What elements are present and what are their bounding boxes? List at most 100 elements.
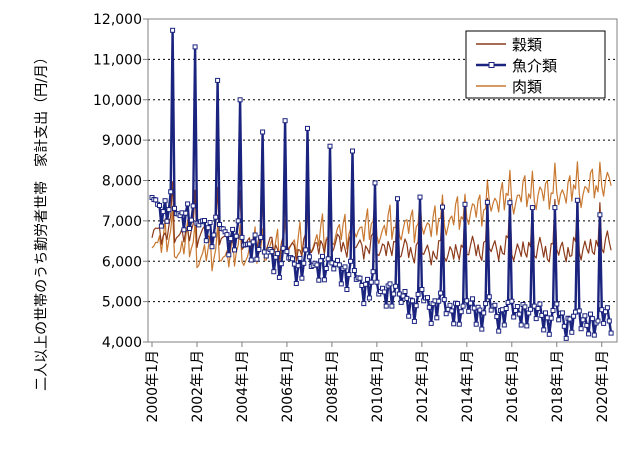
data-point [335,257,340,263]
data-point [280,245,286,251]
x-tick-label: 2016年1月 [505,350,521,423]
data-point [524,323,530,329]
data-point [230,226,236,232]
data-point [365,276,370,282]
data-point [295,263,301,269]
data-point [413,303,419,309]
x-tick-label: 2004年1月 [235,350,251,423]
data-point [263,253,269,259]
data-point [157,203,162,208]
data-point [166,207,172,213]
data-point [374,279,380,285]
data-point [462,201,468,207]
y-tick-label: 10,000 [93,93,142,109]
data-point [183,210,189,216]
data-point [470,296,475,302]
data-point [518,322,524,328]
x-tick-label: 2018年1月 [550,350,566,423]
data-point [323,266,329,271]
data-point [318,258,324,264]
data-point [537,301,543,307]
data-point [351,268,357,273]
data-point [299,275,305,281]
data-point [458,309,464,315]
data-point [228,236,234,242]
data-point [185,201,191,207]
data-point [561,323,567,329]
data-point [168,189,174,195]
data-point [574,197,580,203]
data-point [381,289,387,295]
data-point [410,298,415,304]
data-point [188,217,194,223]
data-point [269,249,275,255]
data-point [284,249,290,255]
data-point [436,298,442,304]
x-tick-label: 2020年1月 [595,350,611,423]
data-point [550,308,556,313]
data-point [346,272,352,278]
data-point [276,274,282,280]
data-point [411,318,417,324]
data-point [447,302,453,308]
data-point [370,269,376,275]
data-point [271,269,277,275]
x-tick-label: 2008年1月 [325,350,341,423]
data-point [494,314,500,320]
data-point [460,303,466,309]
data-point [336,262,342,268]
legend-label: 魚介類 [512,57,557,75]
data-point [402,289,408,294]
data-point [303,247,309,253]
x-tick-label: 2002年1月 [190,350,206,423]
y-tick-label: 4,000 [102,335,142,351]
plot-frame [147,18,618,343]
data-point [533,316,539,322]
data-point [543,310,548,316]
data-point [275,251,281,257]
data-point [348,258,354,264]
data-point [484,199,490,205]
data-point [595,318,601,324]
data-point [501,322,507,328]
data-point [207,220,213,225]
data-point [250,239,256,245]
data-point [541,327,547,333]
x-tick-label: 2012年1月 [415,350,431,423]
series-line [151,161,612,272]
data-point [507,200,513,206]
y-tick-label: 6,000 [102,254,142,270]
data-point [571,313,577,319]
data-point [389,303,395,309]
y-tick-label: 9,000 [102,133,142,149]
data-point [426,304,432,310]
data-point [187,226,192,231]
x-tick-label: 2014年1月 [460,350,476,423]
data-point [455,301,460,307]
data-point [584,322,590,328]
data-point [297,255,303,261]
data-point [486,294,492,300]
y-axis-title: 二人以上の世帯のうち勤労者世帯 家計支出（円/月） [33,50,50,391]
data-point [576,308,582,314]
data-point [162,198,168,204]
legend-marker [488,62,495,68]
data-point [528,306,533,312]
data-point [548,315,554,321]
x-tick-label: 2006年1月 [280,350,296,423]
y-tick-labels: 4,000 5,000 6,000 7,000 8,000 9,000 10,000 11,0… [93,12,142,351]
data-point [440,204,445,210]
legend-label: 穀類 [512,36,542,54]
data-point [398,299,404,305]
data-point [233,233,239,239]
data-point [589,316,595,322]
data-point [252,232,258,238]
data-point [203,238,209,244]
data-point [361,301,367,307]
data-point [563,335,569,341]
data-point [258,234,264,240]
data-point [316,277,322,283]
data-point [331,266,337,272]
data-point [320,253,325,259]
